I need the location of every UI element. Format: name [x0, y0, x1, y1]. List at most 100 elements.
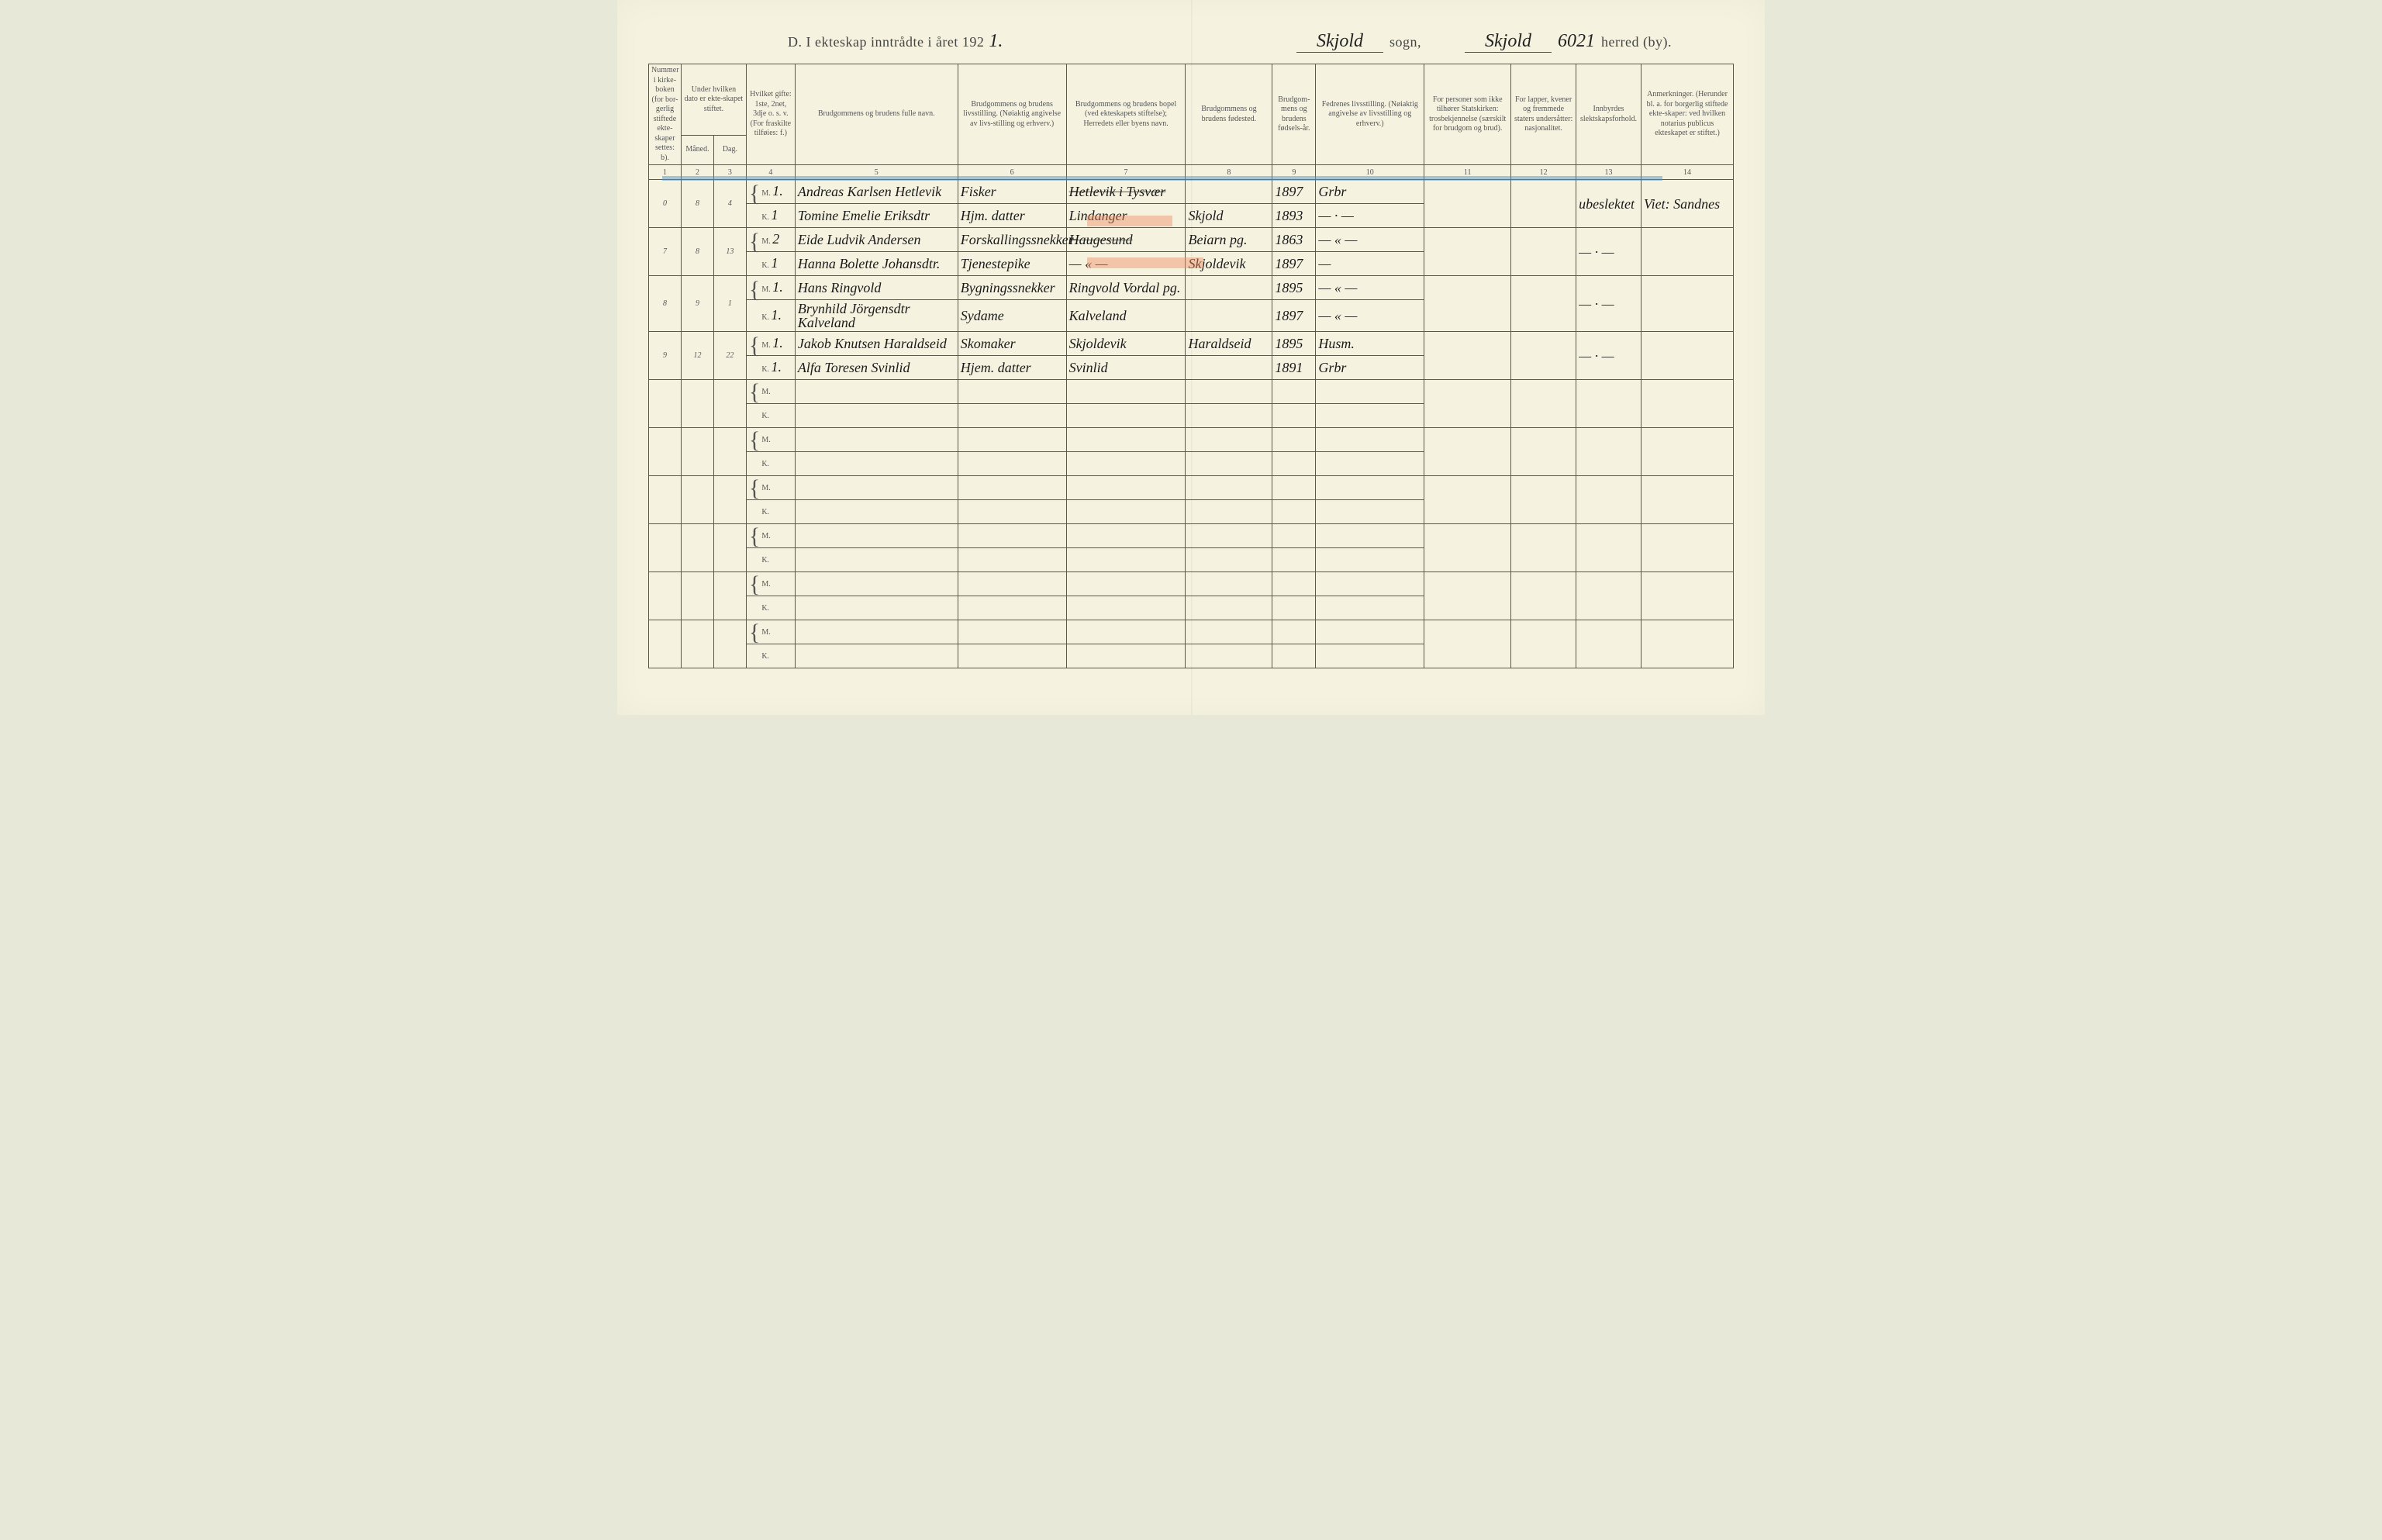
fedre-k: — · —: [1316, 204, 1424, 228]
header-left: D. I ekteskap inntrådte i året 192 1.: [788, 31, 1003, 52]
fodested-m: [1186, 276, 1272, 300]
entry-month: [681, 572, 713, 620]
stilling-m: Bygningssnekker: [958, 276, 1066, 300]
col-header-13: Innbyrdes slektskapsforhold.: [1576, 64, 1642, 165]
entry-number: 8: [649, 276, 682, 332]
aar-k: 1897: [1272, 252, 1316, 276]
c11: [1424, 276, 1511, 332]
fodested-m: [1186, 180, 1272, 204]
name-m: Hans Ringvold: [795, 276, 958, 300]
fedre-k: —: [1316, 252, 1424, 276]
fodested-k: Skjold: [1186, 204, 1272, 228]
stilling-m: Forskallingssnekker: [958, 228, 1066, 252]
colnum: 14: [1642, 165, 1734, 180]
stilling-k: Sydame: [958, 300, 1066, 332]
entry-month: 8: [681, 180, 713, 228]
c13: — · —: [1576, 332, 1642, 380]
mk-m: {M. 1.: [746, 332, 795, 356]
title-prefix: D. I ekteskap inntrådte i året 192: [788, 34, 984, 50]
mk-k: {K.: [746, 500, 795, 524]
colnum: 10: [1316, 165, 1424, 180]
herred-label: herred (by).: [1601, 34, 1672, 50]
col-header-7: Brudgommens og brudens bopel (ved ektesk…: [1066, 64, 1186, 165]
entry-day: [713, 380, 746, 428]
entry-month: 8: [681, 228, 713, 276]
fodested-k: [1186, 356, 1272, 380]
fedre-m: Husm.: [1316, 332, 1424, 356]
aar-m: 1895: [1272, 276, 1316, 300]
page-fold: [1191, 0, 1193, 715]
c14: Viet: Sandnes: [1642, 180, 1734, 228]
c14: [1642, 228, 1734, 276]
col-header-4: Hvilket gifte: 1ste, 2net, 3dje o. s. v.…: [746, 64, 795, 165]
col-header-5: Brudgommens og brudens fulle navn.: [795, 64, 958, 165]
mk-m: {M. 1.: [746, 276, 795, 300]
entry-month: [681, 524, 713, 572]
entry-number: [649, 524, 682, 572]
year-suffix: 1.: [989, 31, 1003, 52]
entry-number: 0: [649, 180, 682, 228]
entry-day: [713, 476, 746, 524]
name-m: Andreas Karlsen Hetlevik: [795, 180, 958, 204]
entry-number: [649, 620, 682, 668]
fodested-m: Beiarn pg.: [1186, 228, 1272, 252]
entry-number: [649, 380, 682, 428]
fodested-k: Skjoldevik: [1186, 252, 1272, 276]
col-header-9: Brudgom-mens og brudens fødsels-år.: [1272, 64, 1316, 165]
fedre-k: Grbr: [1316, 356, 1424, 380]
fedre-m: Grbr: [1316, 180, 1424, 204]
entry-day: 1: [713, 276, 746, 332]
aar-k: 1893: [1272, 204, 1316, 228]
bopel-k: Kalveland: [1066, 300, 1186, 332]
mk-k: {K.: [746, 644, 795, 668]
entry-day: 4: [713, 180, 746, 228]
entry-day: [713, 428, 746, 476]
name-k: Hanna Bolette Johansdtr.: [795, 252, 958, 276]
col-header-6: Brudgommens og brudens livsstilling. (Nø…: [958, 64, 1066, 165]
bopel-m: Haugesund: [1066, 228, 1186, 252]
colnum: 7: [1066, 165, 1186, 180]
mk-k: {K. 1.: [746, 300, 795, 332]
entry-day: [713, 620, 746, 668]
fedre-m: — « —: [1316, 228, 1424, 252]
bopel-k: — « —: [1066, 252, 1186, 276]
mk-m: {M.: [746, 620, 795, 644]
bopel-m: Skjoldevik: [1066, 332, 1186, 356]
bopel-k: Svinlid: [1066, 356, 1186, 380]
mk-k: {K.: [746, 452, 795, 476]
c13: — · —: [1576, 276, 1642, 332]
colnum: 13: [1576, 165, 1642, 180]
entry-day: 22: [713, 332, 746, 380]
fedre-m: — « —: [1316, 276, 1424, 300]
mk-k: {K. 1.: [746, 356, 795, 380]
entry-day: [713, 524, 746, 572]
aar-m: 1897: [1272, 180, 1316, 204]
colnum: 6: [958, 165, 1066, 180]
mk-m: {M. 2: [746, 228, 795, 252]
mk-k: {K.: [746, 596, 795, 620]
sogn-label: sogn,: [1390, 34, 1421, 50]
stilling-m: Skomaker: [958, 332, 1066, 356]
c11: [1424, 180, 1511, 228]
entry-day: [713, 572, 746, 620]
entry-number: [649, 572, 682, 620]
entry-month: [681, 476, 713, 524]
col-header-10: Fedrenes livsstilling. (Nøiaktig angivel…: [1316, 64, 1424, 165]
name-m: Jakob Knutsen Haraldseid: [795, 332, 958, 356]
colnum: 12: [1511, 165, 1576, 180]
entry-number: [649, 428, 682, 476]
aar-k: 1891: [1272, 356, 1316, 380]
colnum: 4: [746, 165, 795, 180]
c12: [1511, 332, 1576, 380]
name-m: Eide Ludvik Andersen: [795, 228, 958, 252]
mk-k: {K.: [746, 548, 795, 572]
stilling-k: Hjm. datter: [958, 204, 1066, 228]
herred-number: 6021: [1558, 31, 1595, 52]
herred-value: Skjold: [1465, 31, 1552, 53]
bopel-m: Hetlevik i Tysvær: [1066, 180, 1186, 204]
entry-month: [681, 380, 713, 428]
name-k: Alfa Toresen Svinlid: [795, 356, 958, 380]
aar-m: 1863: [1272, 228, 1316, 252]
mk-k: {K. 1: [746, 204, 795, 228]
mk-m: {M.: [746, 380, 795, 404]
